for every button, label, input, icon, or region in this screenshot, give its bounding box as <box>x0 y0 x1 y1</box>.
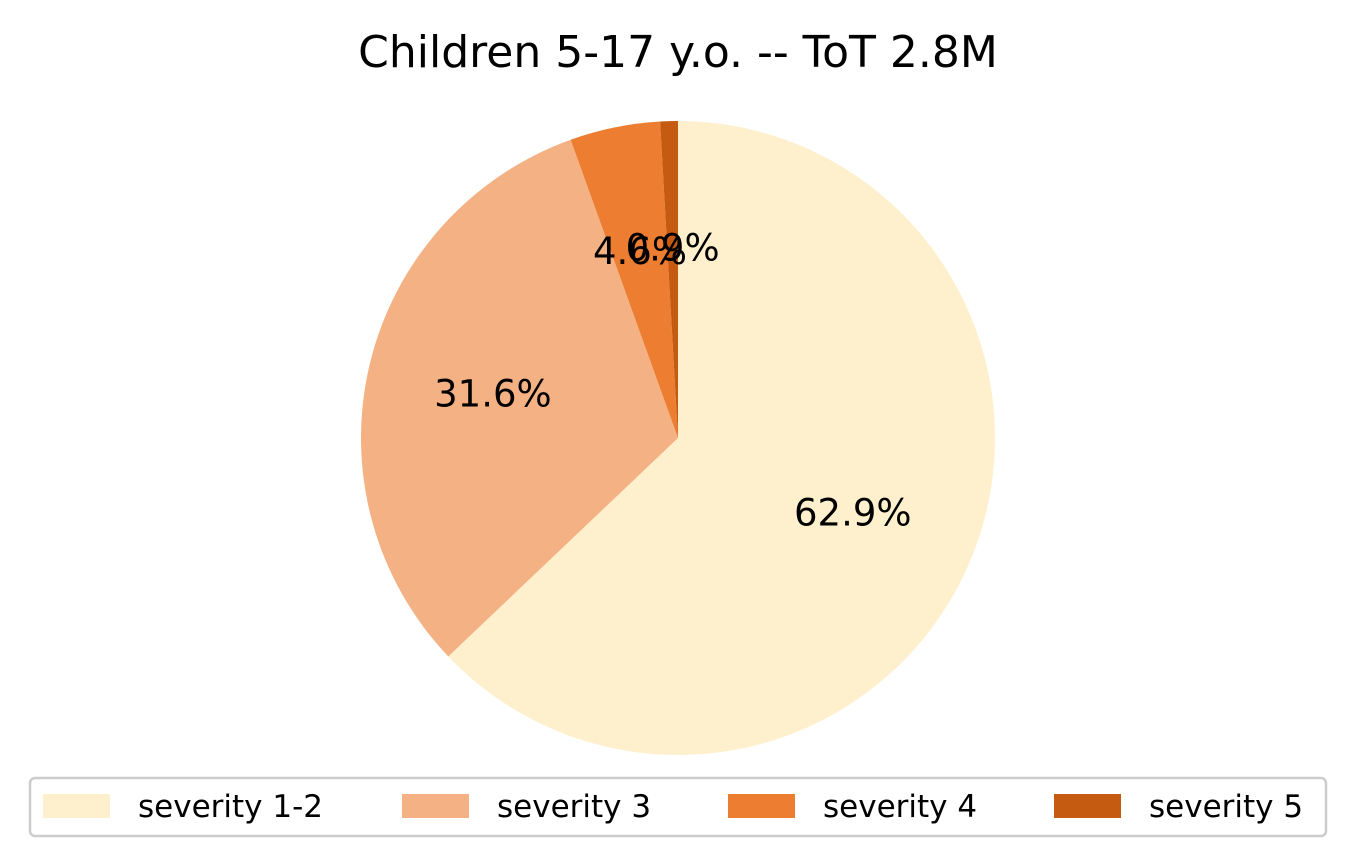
slice-label-2: 31.6% <box>434 373 552 416</box>
legend-label-4: severity 5 <box>1149 789 1303 825</box>
legend-label-2: severity 3 <box>497 789 651 825</box>
pie-slice-3 <box>570 121 678 438</box>
slice-label-4: 0.9% <box>626 226 720 269</box>
slice-label-1: 62.9% <box>794 491 912 534</box>
legend-swatch-4 <box>1054 794 1121 818</box>
pie-slice-2 <box>360 139 678 657</box>
legend-swatch-2 <box>402 794 469 818</box>
legend: severity 1-2 severity 3 severity 4 severity… <box>28 776 1328 838</box>
pie-slice-4 <box>660 121 678 438</box>
pie <box>360 121 996 755</box>
legend-swatch-3 <box>728 794 795 818</box>
pie-slice-1 <box>448 121 996 755</box>
legend-swatch-1 <box>43 794 110 818</box>
legend-label-1: severity 1-2 <box>138 789 323 825</box>
slice-labels: 62.9% 31.6% 4.6%0.9% <box>434 226 911 534</box>
legend-label-3: severity 4 <box>823 789 977 825</box>
chart-title: Children 5-17 y.o. -- ToT 2.8M <box>358 27 998 78</box>
slice-label-3: 4.6% <box>593 230 687 273</box>
legend-frame <box>28 776 1328 838</box>
